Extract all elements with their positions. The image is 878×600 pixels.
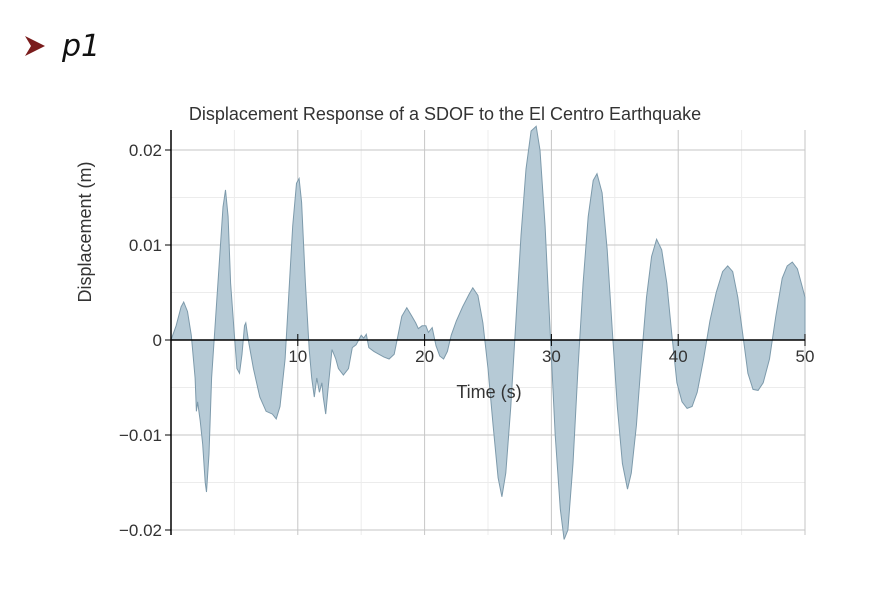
y-tick-label: −0.01 — [119, 426, 162, 445]
prompt-label: p1 — [62, 28, 101, 64]
chevron-right-icon — [25, 36, 45, 56]
displacement-area — [170, 125, 806, 540]
chart-title: Displacement Response of a SDOF to the E… — [189, 104, 701, 124]
y-tick-label: −0.02 — [119, 521, 162, 540]
y-axis-label: Displacement (m) — [75, 161, 95, 302]
x-tick-label: 50 — [796, 347, 815, 366]
axis-ticks: 10 20 30 40 50 0.02 0.01 0 −0.01 −0.02 — [119, 141, 814, 540]
y-tick-label: 0.01 — [129, 236, 162, 255]
y-tick-label: 0 — [153, 331, 162, 350]
x-tick-label: 40 — [669, 347, 688, 366]
x-tick-label: 30 — [542, 347, 561, 366]
y-tick-label: 0.02 — [129, 141, 162, 160]
x-axis-label: Time (s) — [456, 382, 521, 402]
x-tick-label: 10 — [288, 347, 307, 366]
prompt-row: p1 — [22, 26, 100, 66]
x-tick-label: 20 — [415, 347, 434, 366]
